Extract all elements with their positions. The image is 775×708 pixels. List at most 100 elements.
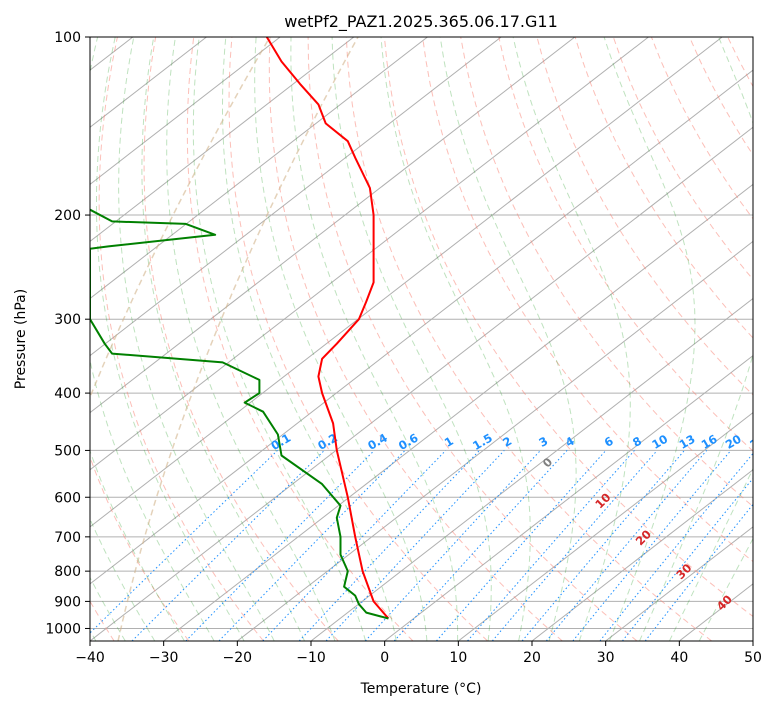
temperature-trace [265,37,390,620]
isotherm-line [90,37,576,414]
x-tick-label: −40 [75,650,105,666]
x-tick-label: 0 [380,650,389,666]
mixing-ratio-label: 0.6 [396,431,421,453]
y-tick-label: 900 [54,594,81,610]
dry-adiabat [383,37,753,618]
dry-adiabat [574,37,753,339]
mixing-ratio-label: 1.5 [470,431,495,453]
moist-adiabat [439,37,577,641]
mixing-ratio-line [572,450,732,641]
dry-adiabat [228,37,488,641]
mixing-ratio-label: 10 [649,432,670,452]
mixing-ratio-label: 3 [536,434,550,450]
moist-adiabat [90,576,126,641]
moist-adiabat [192,37,367,641]
x-tick-label: 30 [597,650,615,666]
reference-curve [117,37,359,641]
isotherm-line [90,37,649,471]
dry-adiabat [536,37,753,396]
y-tick-label: 800 [54,564,81,580]
dry-adiabat [460,37,753,508]
dry-adiabat [90,455,190,641]
moist-adiabat [639,37,753,641]
isotherm-line [605,526,753,641]
background-lines [0,37,775,641]
moist-adiabat [222,37,397,641]
dry-adiabat [143,37,339,641]
isotherm-line [90,69,753,585]
mixing-ratio-line [622,477,753,641]
isotherm-line [90,37,428,300]
mixing-ratio-label: 30 [768,432,775,452]
moist-adiabat [90,37,215,641]
y-tick-label: 1000 [45,621,81,637]
dry-adiabat [727,37,753,88]
dry-adiabat [766,37,775,641]
moist-adiabat-label: 40 [714,592,735,613]
dry-adiabat [422,37,753,563]
moist-adiabat [141,37,305,641]
moist-adiabat [603,37,696,641]
y-tick-label: 500 [54,443,81,459]
dry-adiabat [98,37,264,641]
x-tick-label: 20 [523,650,541,666]
y-tick-label: 200 [54,208,81,224]
mixing-ratio-label: 13 [677,432,698,452]
isotherm-line [90,126,753,641]
y-axis: 100 200 300 400 500 600 700 800 900 1000 [45,30,90,637]
moist-adiabat [166,37,336,641]
isotherm-line [531,469,753,641]
isotherm-line [163,183,753,641]
isotherm-line [310,297,753,641]
mixing-ratio-line [545,450,708,641]
mixing-ratio-line [436,450,607,641]
mixing-ratio-line [491,450,658,641]
background-labels: 0.10.20.40.611.52346810131620253036−100−… [269,431,775,614]
isotherm-line [90,37,355,243]
mixing-ratio-line [325,450,505,641]
x-tick-label: 40 [670,650,688,666]
isotherm-line [384,354,753,641]
mixing-ratio-line [521,450,685,641]
isotherm-line [752,640,753,641]
dry-adiabat [689,37,753,156]
moist-adiabat [512,37,631,641]
moist-adiabat [254,37,428,641]
plot-frame [89,36,754,642]
x-tick-label: −20 [223,650,253,666]
mixing-ratio-label: 16 [699,432,720,452]
mixing-ratio-label: 25 [748,432,769,452]
moist-adiabat [118,37,275,641]
isotherm-line [90,37,502,357]
mixing-ratio-line [467,450,635,641]
mixing-ratio-line [131,450,325,641]
moist-adiabat [96,37,245,641]
y-tick-label: 100 [54,30,81,46]
isotherm-line [458,412,753,641]
moist-adiabat-label: 20 [633,527,654,548]
chart-title: wetPf2_PAZ1.2025.365.06.17.G11 [284,12,558,32]
moist-adiabat [698,537,753,641]
mixing-ratio-line [185,450,375,641]
dewpoint-trace [90,208,389,620]
y-axis-label: Pressure (hPa) [13,289,29,389]
moist-adiabat [290,37,459,641]
mixing-ratio-label: 0.4 [365,431,390,453]
moist-adiabat-label: 30 [673,561,694,582]
moist-adiabat [380,37,531,641]
moist-adiabat [0,37,67,641]
mixing-ratio-label: 2 [500,434,514,450]
mixing-ratio-line [90,450,278,634]
y-tick-label: 700 [54,530,81,546]
x-tick-label: −10 [296,650,326,666]
x-tick-label: 10 [449,650,467,666]
mixing-ratio-line [218,450,406,641]
moist-adiabat [331,37,492,641]
dry-adiabat [345,37,713,641]
mixing-ratio-label: 20 [723,432,744,452]
isotherm-line [90,37,723,528]
moist-adiabat [90,449,185,641]
isotherm-line [237,240,753,641]
y-tick-label: 400 [54,386,81,402]
